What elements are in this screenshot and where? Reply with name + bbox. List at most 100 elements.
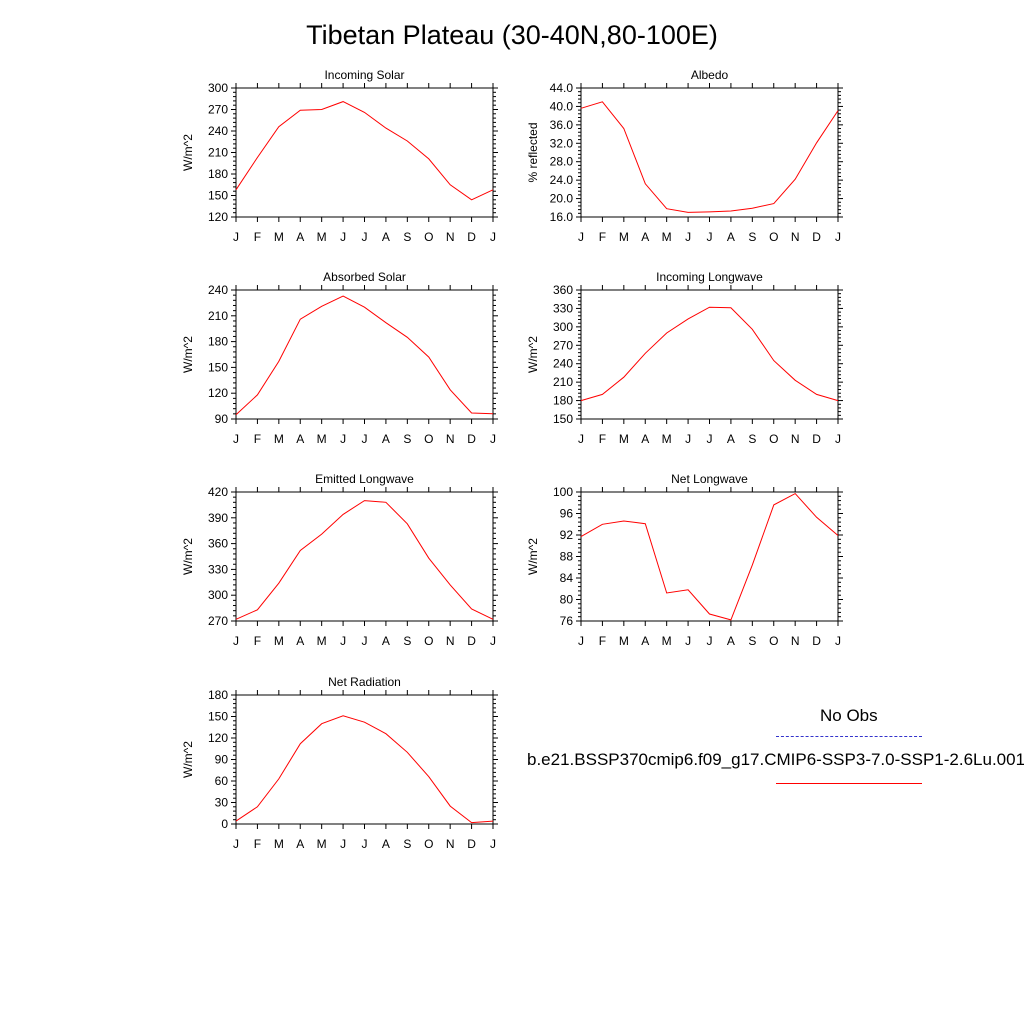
y-axis-label: W/m^2 bbox=[181, 336, 195, 373]
y-tick-label: 390 bbox=[208, 511, 228, 525]
y-tick-label: 28.0 bbox=[550, 155, 574, 169]
x-tick-label: J bbox=[233, 230, 239, 244]
x-tick-label: J bbox=[362, 432, 368, 446]
y-tick-label: 36.0 bbox=[550, 118, 574, 132]
y-tick-label: 150 bbox=[208, 710, 228, 724]
x-tick-label: J bbox=[340, 230, 346, 244]
y-tick-label: 360 bbox=[208, 537, 228, 551]
x-tick-label: M bbox=[274, 634, 284, 648]
x-tick-label: J bbox=[340, 432, 346, 446]
x-tick-label: J bbox=[578, 230, 584, 244]
x-tick-label: F bbox=[599, 634, 606, 648]
x-tick-label: S bbox=[403, 634, 411, 648]
y-tick-label: 96 bbox=[560, 507, 574, 521]
y-tick-label: 150 bbox=[553, 412, 573, 426]
y-tick-label: 300 bbox=[553, 320, 573, 334]
chart-title: Emitted Longwave bbox=[315, 472, 414, 486]
x-tick-label: J bbox=[362, 837, 368, 851]
y-tick-label: 40.0 bbox=[550, 99, 574, 113]
x-tick-label: F bbox=[254, 837, 261, 851]
x-tick-label: D bbox=[812, 432, 821, 446]
x-tick-label: M bbox=[662, 432, 672, 446]
x-tick-label: M bbox=[619, 432, 629, 446]
chart-title: Incoming Longwave bbox=[656, 270, 763, 284]
x-tick-label: M bbox=[274, 230, 284, 244]
x-tick-label: F bbox=[254, 230, 261, 244]
x-tick-label: O bbox=[769, 230, 778, 244]
x-tick-label: M bbox=[274, 432, 284, 446]
y-tick-label: 360 bbox=[553, 283, 573, 297]
x-tick-label: A bbox=[641, 432, 649, 446]
x-tick-label: A bbox=[296, 432, 304, 446]
y-tick-label: 300 bbox=[208, 81, 228, 95]
plot-frame bbox=[580, 491, 839, 622]
x-tick-label: A bbox=[382, 634, 390, 648]
x-tick-label: M bbox=[619, 230, 629, 244]
x-tick-label: A bbox=[727, 432, 735, 446]
x-tick-label: J bbox=[362, 634, 368, 648]
y-tick-label: 60 bbox=[215, 774, 229, 788]
series-line bbox=[235, 715, 494, 824]
y-tick-label: 180 bbox=[208, 335, 228, 349]
x-tick-label: J bbox=[835, 634, 841, 648]
chart-title: Absorbed Solar bbox=[323, 270, 406, 284]
y-tick-label: 420 bbox=[208, 485, 228, 499]
page-title: Tibetan Plateau (30-40N,80-100E) bbox=[306, 20, 718, 50]
x-tick-label: M bbox=[274, 837, 284, 851]
y-tick-label: 150 bbox=[208, 189, 228, 203]
x-tick-label: N bbox=[791, 230, 800, 244]
x-tick-label: A bbox=[727, 230, 735, 244]
y-tick-label: 300 bbox=[208, 588, 228, 602]
y-tick-label: 210 bbox=[208, 309, 228, 323]
x-tick-label: A bbox=[727, 634, 735, 648]
x-tick-label: S bbox=[748, 634, 756, 648]
chart-1: Albedo 16.0 20.0 24.0 28.0 32.0 36.0 40.0 44.0 J F… bbox=[526, 68, 843, 244]
x-tick-label: M bbox=[317, 634, 327, 648]
y-tick-label: 330 bbox=[553, 301, 573, 315]
y-tick-label: 80 bbox=[560, 593, 574, 607]
x-tick-label: M bbox=[662, 230, 672, 244]
x-tick-label: A bbox=[382, 837, 390, 851]
y-tick-label: 76 bbox=[560, 614, 574, 628]
legend: No Obs b.e21.BSSP370cmip6.f09_g17.CMIP6-… bbox=[500, 700, 1024, 800]
x-tick-label: A bbox=[382, 230, 390, 244]
y-tick-label: 120 bbox=[208, 210, 228, 224]
y-tick-label: 44.0 bbox=[550, 81, 574, 95]
y-tick-label: 92 bbox=[560, 528, 574, 542]
x-tick-label: J bbox=[685, 634, 691, 648]
x-tick-label: F bbox=[599, 432, 606, 446]
y-axis-label: W/m^2 bbox=[526, 538, 540, 575]
x-tick-label: J bbox=[362, 230, 368, 244]
x-tick-label: J bbox=[233, 634, 239, 648]
x-tick-label: A bbox=[382, 432, 390, 446]
y-tick-label: 120 bbox=[208, 386, 228, 400]
x-tick-label: D bbox=[467, 230, 476, 244]
y-tick-label: 270 bbox=[208, 103, 228, 117]
plot-frame bbox=[235, 289, 494, 420]
x-tick-label: F bbox=[254, 432, 261, 446]
x-tick-label: M bbox=[619, 634, 629, 648]
x-tick-label: J bbox=[490, 432, 496, 446]
x-tick-label: D bbox=[812, 230, 821, 244]
y-tick-label: 24.0 bbox=[550, 173, 574, 187]
x-tick-label: A bbox=[641, 230, 649, 244]
y-tick-label: 180 bbox=[208, 688, 228, 702]
series-line bbox=[580, 101, 839, 213]
y-tick-label: 150 bbox=[208, 360, 228, 374]
x-tick-label: M bbox=[317, 230, 327, 244]
x-tick-label: D bbox=[467, 432, 476, 446]
x-tick-label: N bbox=[446, 634, 455, 648]
legend-model-line bbox=[776, 783, 922, 784]
plot-frame bbox=[235, 491, 494, 622]
y-tick-label: 20.0 bbox=[550, 192, 574, 206]
series-line bbox=[235, 101, 494, 201]
plot-frame bbox=[235, 87, 494, 218]
y-axis-label: W/m^2 bbox=[526, 336, 540, 373]
y-tick-label: 16.0 bbox=[550, 210, 574, 224]
y-tick-label: 90 bbox=[215, 412, 229, 426]
x-tick-label: S bbox=[748, 230, 756, 244]
x-tick-label: D bbox=[467, 634, 476, 648]
x-tick-label: S bbox=[403, 230, 411, 244]
